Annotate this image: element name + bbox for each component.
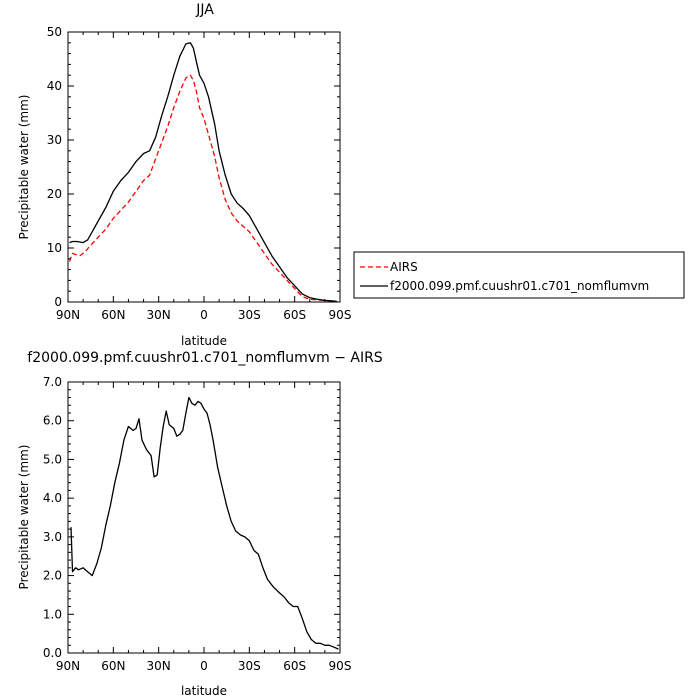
top-y-tick-label: 50 [47, 25, 62, 39]
bottom-x-tick-label: 0 [200, 659, 208, 673]
top-x-tick-label: 30N [147, 308, 171, 322]
top-plot-frame [67, 31, 341, 303]
top-series-line-0 [68, 74, 338, 303]
legend-label-airs: AIRS [390, 260, 418, 274]
legend: AIRS f2000.099.pmf.cuushr01.c701_nomflum… [353, 251, 685, 299]
bottom-x-tick-label: 30N [147, 659, 171, 673]
bottom-x-tick-label: 60N [101, 659, 125, 673]
top-series-line-1 [69, 42, 338, 303]
bottom-x-tick-label: 90S [329, 659, 352, 673]
bottom-y-tick-label: 2.0 [43, 569, 62, 583]
bottom-y-tick-label: 5.0 [43, 452, 62, 466]
bottom-x-tick-label: 90N [56, 659, 80, 673]
top-chart-title: JJA [195, 2, 214, 18]
top-y-tick-label: 0 [54, 295, 62, 309]
bottom-y-tick-label: 4.0 [43, 491, 62, 505]
top-x-tick-label: 60N [101, 308, 125, 322]
top-y-tick-label: 30 [47, 133, 62, 147]
top-x-tick-label: 30S [238, 308, 261, 322]
bottom-series-line-0 [70, 396, 339, 650]
legend-label-model: f2000.099.pmf.cuushr01.c701_nomflumvm [390, 279, 649, 293]
bottom-y-axis-label: Precipitable water (mm) [17, 445, 31, 590]
bottom-x-tick-label: 60S [283, 659, 306, 673]
top-x-tick-label: 60S [283, 308, 306, 322]
bottom-y-tick-label: 0.0 [43, 646, 62, 660]
bottom-y-tick-label: 1.0 [43, 607, 62, 621]
bottom-chart: f2000.099.pmf.cuushr01.c701_nomflumvm − … [17, 350, 383, 698]
bottom-plot-frame [67, 381, 341, 654]
top-x-tick-label: 90S [329, 308, 352, 322]
top-x-tick-label: 90N [56, 308, 80, 322]
top-y-axis-label: Precipitable water (mm) [17, 95, 31, 240]
bottom-y-tick-label: 6.0 [43, 414, 62, 428]
bottom-y-tick-label: 3.0 [43, 530, 62, 544]
top-y-tick-label: 40 [47, 79, 62, 93]
bottom-x-tick-label: 30S [238, 659, 261, 673]
top-y-tick-label: 10 [47, 241, 62, 255]
legend-box [353, 251, 685, 299]
top-x-axis-label: latitude [181, 334, 227, 348]
top-x-tick-label: 0 [200, 308, 208, 322]
bottom-chart-title: f2000.099.pmf.cuushr01.c701_nomflumvm − … [27, 350, 383, 366]
bottom-x-axis-label: latitude [181, 684, 227, 698]
bottom-y-tick-label: 7.0 [43, 375, 62, 389]
top-y-tick-label: 20 [47, 187, 62, 201]
top-chart: JJA 90N 60N 30N 0 30S 60S 90S 0 10 20 30 40 50 latit… [17, 2, 351, 348]
